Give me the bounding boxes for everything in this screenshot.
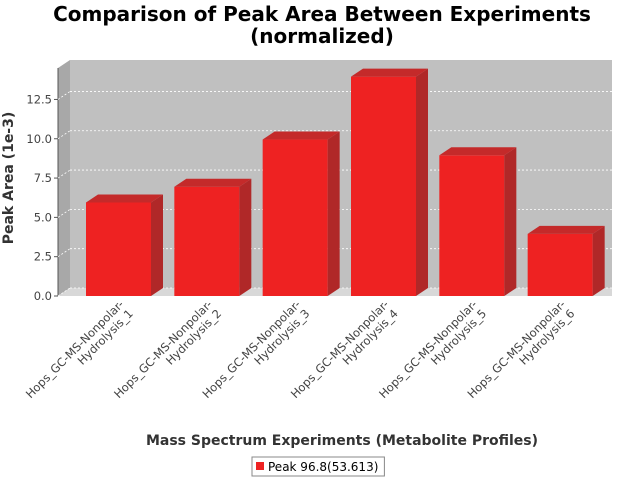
legend-swatch [256, 462, 264, 470]
legend-label: Peak 96.8(53.613) [268, 460, 378, 474]
bar-top [86, 194, 163, 203]
bar [439, 147, 517, 296]
bar-top [351, 68, 428, 77]
chart-title: Comparison of Peak Area Between Experime… [53, 2, 591, 26]
x-axis-label: Mass Spectrum Experiments (Metabolite Pr… [146, 433, 538, 449]
bar-front [351, 76, 416, 296]
bar-side [504, 147, 517, 296]
bar-side [239, 178, 252, 296]
chart-subtitle: (normalized) [250, 24, 394, 48]
gridlines [57, 91, 612, 297]
gridline-side [57, 130, 71, 140]
bar-top [262, 131, 340, 140]
bar-front [439, 155, 505, 296]
gridline-side [57, 248, 71, 258]
bars [86, 68, 605, 296]
bar [527, 225, 605, 296]
y-tick-label: 0.0 [34, 289, 52, 303]
bar-side [592, 225, 605, 296]
bar-side [327, 131, 340, 296]
bar-side [151, 194, 163, 296]
bar [351, 68, 428, 296]
bar-front [86, 202, 151, 296]
y-tick-label: 10.0 [26, 132, 52, 146]
y-tick-label: 2.5 [34, 250, 52, 264]
y-tick-label: 5.0 [34, 210, 52, 224]
bar-top [174, 178, 252, 187]
bar-front [262, 139, 328, 296]
bar [86, 194, 163, 296]
legend: Peak 96.8(53.613) [251, 456, 385, 477]
bar [174, 178, 252, 296]
plot-side-wall [58, 60, 70, 296]
y-tick-label: 12.5 [26, 92, 52, 106]
bar-top [527, 225, 605, 234]
gridline-side [57, 91, 71, 100]
bar [262, 131, 340, 296]
bar-side [416, 68, 428, 296]
x-axis: Hops_GC-MS-Nonpolar-Hydrolysis_1Hops_GC-… [23, 297, 578, 401]
gridline-side [57, 287, 71, 297]
legend-box [251, 456, 385, 477]
y-axis: 0.0 2.5 5.0 7.5 10.0 12.5 [26, 92, 58, 303]
gridline-side [57, 169, 71, 179]
bar-front [174, 186, 240, 296]
bar-top [439, 147, 517, 156]
y-axis-label: Peak Area (1e-3) [1, 112, 17, 245]
gridline-side [57, 209, 71, 218]
y-tick-label: 7.5 [34, 171, 52, 185]
bar-front [527, 233, 593, 296]
